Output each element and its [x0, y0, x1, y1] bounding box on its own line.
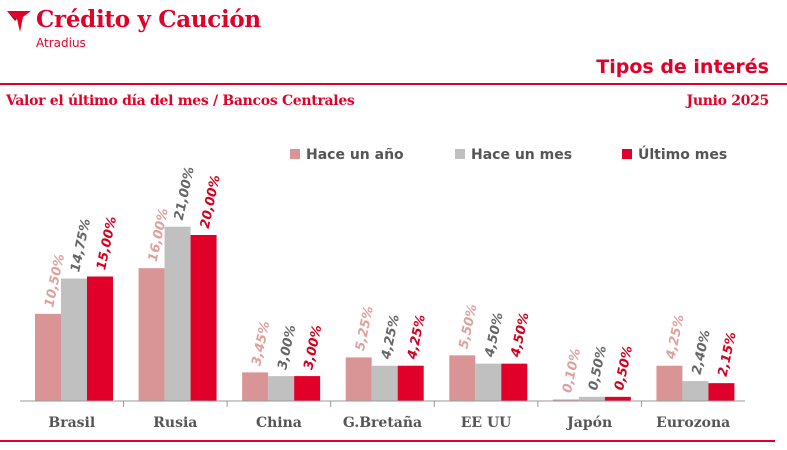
- bar-eurozona-series-3: [708, 383, 735, 401]
- bar-china-series-3: [294, 376, 321, 401]
- legend-label: Hace un año: [306, 147, 404, 163]
- chart-subtitle: Valor el último día del mes / Bancos Cen…: [6, 93, 355, 109]
- bar-japn-series-2: [578, 396, 605, 401]
- x-tick-label: EE UU: [461, 415, 512, 431]
- report-date: Junio 2025: [686, 93, 770, 109]
- atradius-logo-icon: [7, 11, 31, 32]
- bar-gbretaa-series-2: [371, 365, 398, 401]
- data-label: 5,50%: [457, 303, 481, 350]
- bar-gbretaa-series-3: [397, 365, 424, 401]
- data-label: 3,00%: [301, 324, 325, 371]
- data-label: 4,25%: [379, 313, 403, 361]
- footer-divider: [0, 440, 775, 442]
- legend-swatch: [290, 149, 300, 159]
- bar-eeuu-series-2: [475, 363, 502, 401]
- bar-eurozona-series-2: [682, 381, 709, 401]
- bar-gbretaa-series-1: [345, 357, 372, 401]
- data-label: 20,00%: [198, 174, 224, 230]
- data-label: 0,10%: [560, 347, 584, 394]
- data-label: 4,50%: [508, 311, 532, 359]
- data-label: 4,25%: [405, 313, 429, 361]
- brand-logo: Crédito y Caución Atradius: [6, 4, 266, 54]
- bar-rusia-series-2: [164, 226, 191, 401]
- data-label: 2,40%: [690, 329, 714, 376]
- bar-china-series-2: [268, 376, 295, 401]
- bar-china-series-1: [242, 372, 269, 401]
- x-tick-label: Japón: [565, 415, 612, 431]
- bar-japn-series-3: [604, 396, 631, 401]
- brand-name: Crédito y Caución: [36, 6, 261, 33]
- x-tick-label: Rusia: [153, 415, 197, 431]
- x-tick-label: G.Bretaña: [343, 414, 422, 431]
- brand-subname: Atradius: [36, 36, 86, 50]
- data-label: 5,25%: [353, 305, 377, 352]
- data-label: 3,45%: [249, 320, 273, 367]
- legend-label: Hace un mes: [471, 147, 572, 163]
- bar-brasil-series-2: [61, 278, 87, 401]
- data-label: 4,50%: [482, 311, 506, 359]
- data-label: 21,00%: [172, 165, 198, 221]
- bar-rusia-series-1: [138, 268, 165, 401]
- bar-eurozona-series-1: [656, 365, 683, 401]
- data-label: 2,15%: [716, 331, 740, 378]
- bar-eeuu-series-1: [449, 355, 476, 401]
- data-label: 0,50%: [586, 344, 610, 391]
- data-label: 14,75%: [68, 217, 94, 273]
- legend-label: Último mes: [638, 145, 727, 163]
- bar-rusia-series-3: [190, 235, 217, 401]
- data-label: 0,50%: [612, 344, 636, 391]
- legend-swatch: [455, 149, 465, 159]
- x-tick-label: China: [256, 415, 302, 431]
- data-label: 3,00%: [275, 324, 299, 371]
- data-label: 4,25%: [663, 313, 687, 361]
- legend-swatch: [622, 149, 632, 159]
- x-tick-label: Eurozona: [656, 415, 730, 431]
- header-divider: [0, 83, 787, 85]
- data-label: 15,00%: [94, 215, 120, 271]
- bar-japn-series-1: [552, 399, 579, 401]
- bar-eeuu-series-3: [501, 363, 528, 401]
- report-title: Tipos de interés: [596, 56, 769, 78]
- x-tick-label: Brasil: [48, 415, 95, 431]
- bar-brasil-series-3: [87, 276, 113, 401]
- bar-brasil-series-1: [35, 313, 61, 401]
